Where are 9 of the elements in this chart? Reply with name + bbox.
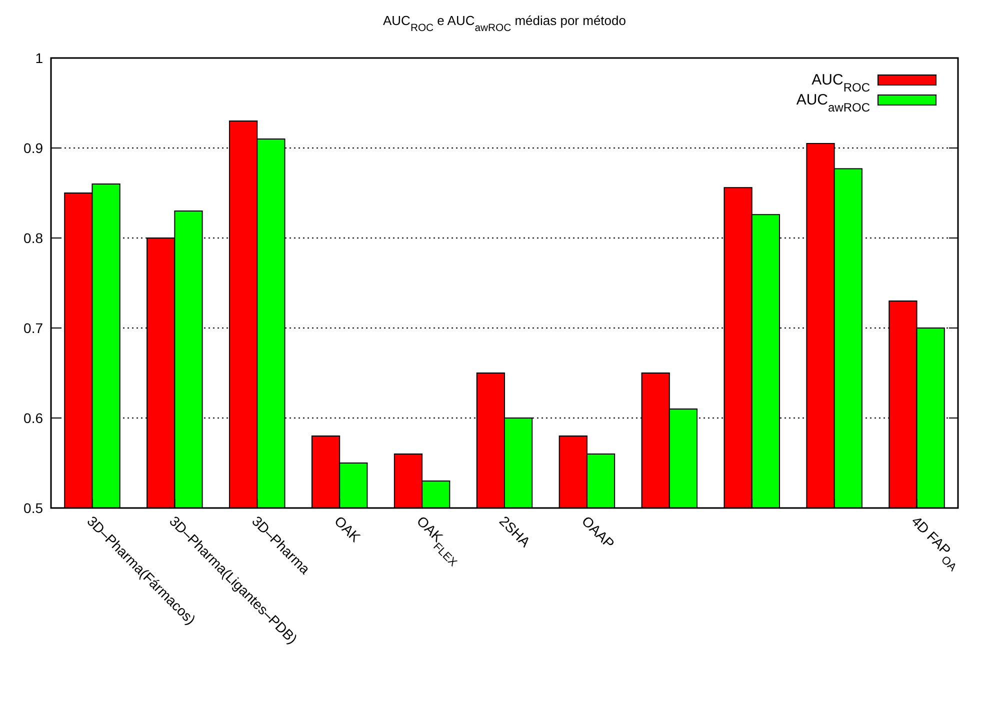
y-tick-label: 0.5 [24, 500, 44, 516]
y-tick-label: 0.6 [24, 410, 44, 426]
y-tick-label: 1 [35, 50, 44, 66]
legend-label: AUC$_{ROC}$ [812, 72, 870, 94]
chart-title: AUC$_{ROC}$ e AUC$_{awROC}$ médias por método [382, 13, 626, 34]
y-tick-label: 0.9 [24, 140, 44, 156]
legend-label: AUC$_{awROC}$ [796, 92, 870, 114]
y-tick-label: 0.7 [24, 320, 44, 336]
y-tick-label: 0.8 [24, 230, 44, 246]
